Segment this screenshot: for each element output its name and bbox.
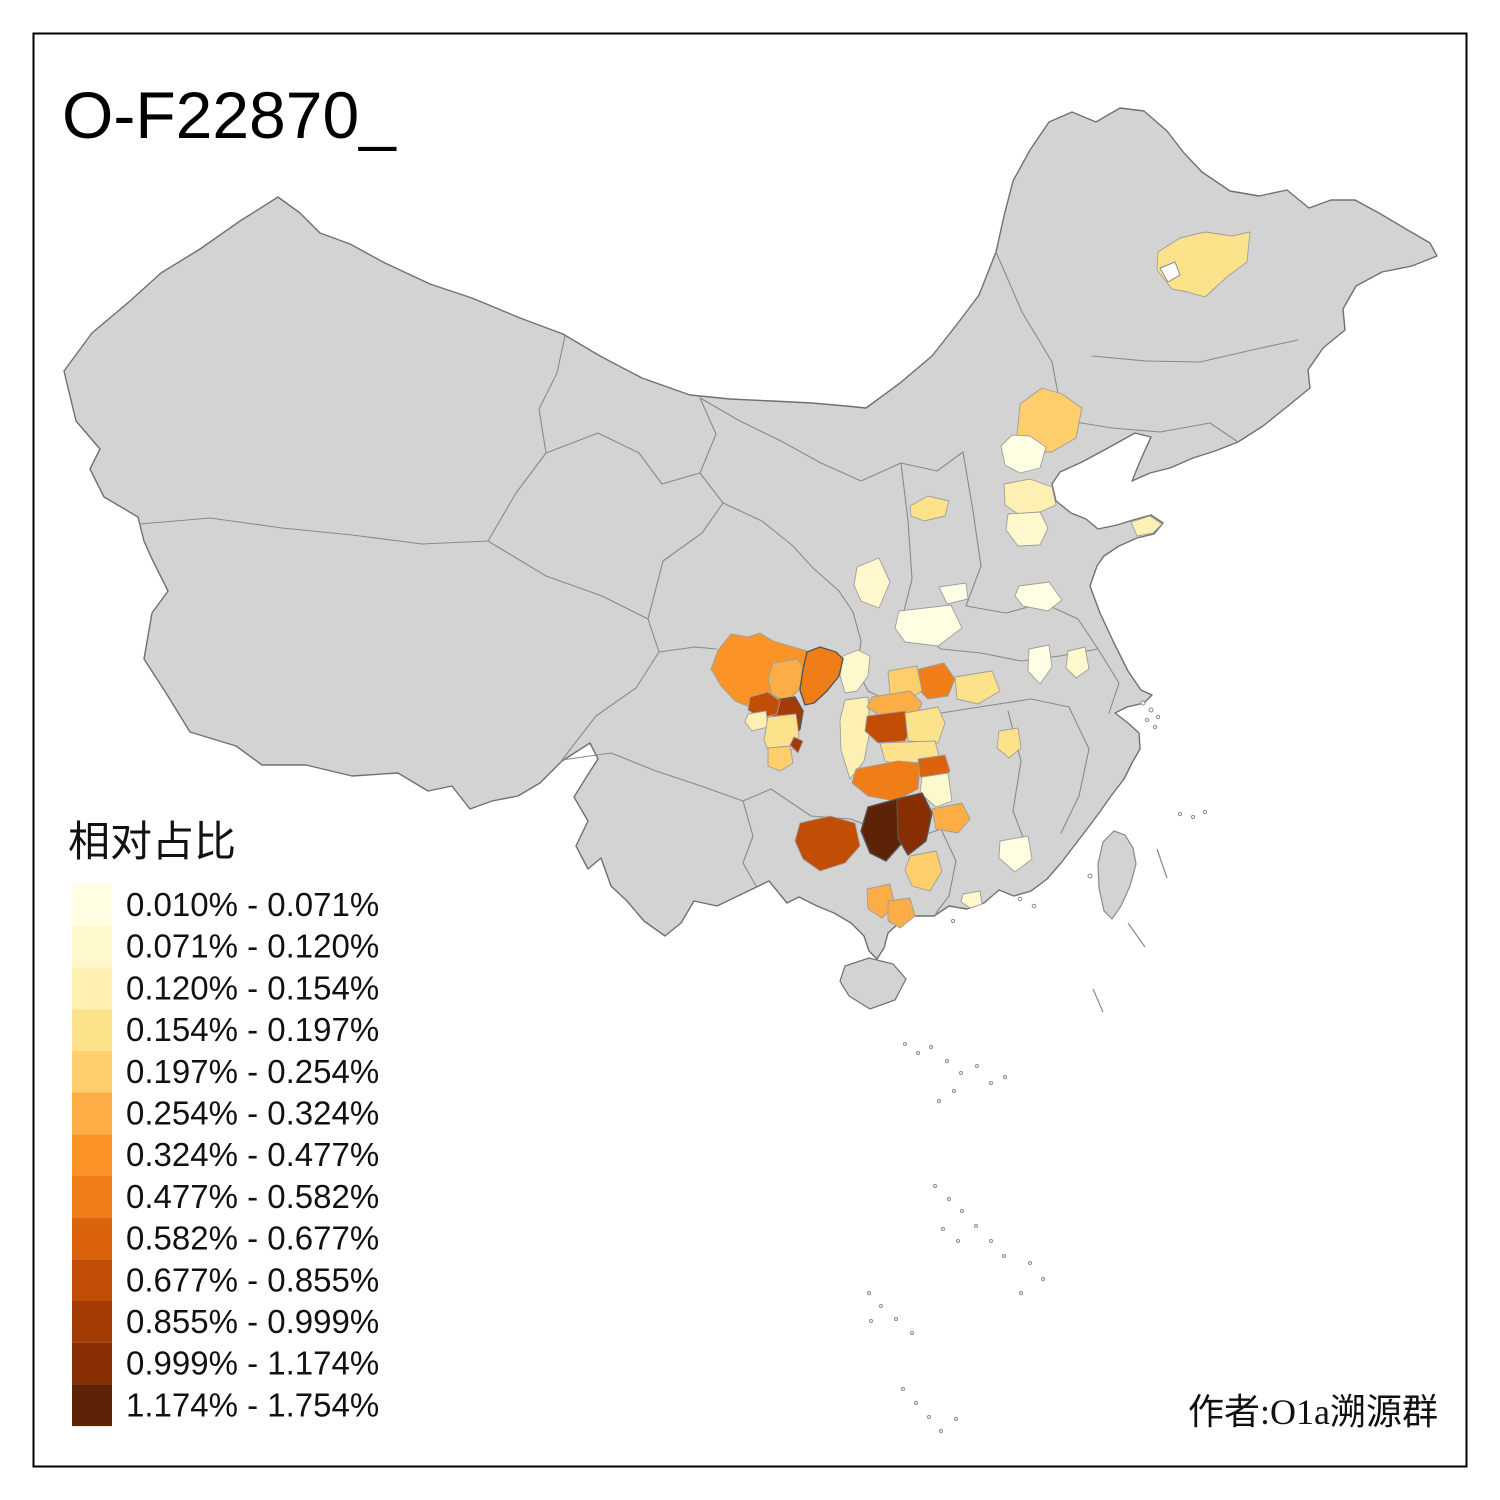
- page-title: O-F22870_: [62, 78, 397, 152]
- legend-label-11: 0.999% - 1.174%: [126, 1345, 379, 1382]
- map-region-nanyang: [894, 604, 963, 647]
- map-region-cream-mid: [938, 582, 969, 605]
- map-region-enclave: [1159, 261, 1181, 283]
- taiwan-island: [1097, 830, 1137, 920]
- map-region-beijing: [1000, 434, 1047, 474]
- author-credit: 作者:O1a溯源群: [1188, 1392, 1438, 1432]
- legend-swatch-3: [72, 1009, 112, 1051]
- legend-swatch-9: [72, 1259, 112, 1301]
- map-region-baoding: [1003, 478, 1057, 515]
- map-region-anhui: [1065, 646, 1090, 679]
- map-region-cangzhou: [1005, 511, 1049, 547]
- choropleth-regions: [710, 231, 1251, 929]
- legend-swatch-8: [72, 1217, 112, 1260]
- legend-swatch-10: [72, 1301, 112, 1343]
- legend-label-5: 0.254% - 0.324%: [126, 1095, 379, 1132]
- legend-swatch-6: [72, 1134, 112, 1176]
- map-region-dark-sliver: [789, 736, 804, 754]
- map-region-sichuan-mid: [767, 658, 806, 703]
- map-region-hunan-south-orange: [931, 802, 971, 834]
- map-region-harbin: [1156, 231, 1251, 298]
- map-region-guizhou-north-orange: [851, 760, 921, 802]
- map-region-sichuan-pale-a: [744, 710, 769, 732]
- legend-label-12: 1.174% - 1.754%: [126, 1386, 379, 1423]
- map-layer: [63, 107, 1438, 1433]
- map-region-shanxi: [909, 495, 950, 522]
- legend-swatch-12: [72, 1384, 112, 1427]
- map-region-hunan-cream: [919, 772, 953, 808]
- legend-label-10: 0.855% - 0.999%: [126, 1303, 379, 1340]
- legend-swatch-4: [72, 1050, 112, 1093]
- map-region-baise: [794, 815, 861, 872]
- map-region-daxian-cream: [839, 649, 871, 694]
- map-region-shaanxi-north: [853, 557, 891, 609]
- frame-border: [32, 32, 1468, 1468]
- legend-swatch-11: [72, 1342, 112, 1385]
- legend-swatch-1: [72, 925, 112, 968]
- legend-label-1: 0.071% - 0.120%: [126, 928, 379, 965]
- south-china-sea-islands: [867, 1042, 1045, 1433]
- map-region-hubei-east-pale: [954, 670, 1001, 705]
- coastal-islets: [950, 700, 1161, 924]
- legend-label-2: 0.120% - 0.154%: [126, 969, 379, 1006]
- map-region-chongqing: [799, 646, 844, 706]
- map-region-guizhou-dark2: [896, 792, 933, 856]
- mainland-outline: [63, 107, 1438, 960]
- map-region-jiangxi-west: [996, 727, 1022, 759]
- map-region-nanning-b: [887, 897, 916, 929]
- map-region-yibin: [767, 745, 794, 772]
- map-region-henan-east: [1014, 581, 1063, 612]
- legend-label-8: 0.582% - 0.677%: [126, 1220, 379, 1257]
- legend-title: 相对占比: [68, 820, 236, 866]
- legend-label-9: 0.677% - 0.855%: [126, 1261, 379, 1298]
- map-region-shandong-tip: [1130, 515, 1163, 537]
- map-region-henan-south: [1027, 644, 1053, 685]
- hainan-island: [839, 957, 907, 1010]
- legend-swatch-7: [72, 1175, 112, 1218]
- legend-swatch-5: [72, 1092, 112, 1135]
- legend-label-6: 0.324% - 0.477%: [126, 1136, 379, 1173]
- legend-label-4: 0.197% - 0.254%: [126, 1053, 379, 1090]
- legend-label-3: 0.154% - 0.197%: [126, 1011, 379, 1048]
- legend-label-7: 0.477% - 0.582%: [126, 1178, 379, 1215]
- map-region-guangdong-north-pale: [998, 835, 1033, 873]
- map-region-wuzhou-pale: [960, 890, 983, 909]
- ryukyu-island-arc: [1092, 809, 1208, 1013]
- map-region-pale-right: [904, 706, 946, 744]
- map-region-zunyi-red: [864, 710, 913, 744]
- legend-label-0: 0.010% - 0.071%: [126, 886, 379, 923]
- legend: 相对占比 0.010% - 0.071% 0.071% - 0.120% 0.1…: [68, 820, 379, 1427]
- legend-swatch-2: [72, 967, 112, 1010]
- map-region-guilin: [904, 850, 943, 892]
- map-region-yaan: [747, 691, 781, 719]
- legend-swatch-0: [72, 884, 112, 926]
